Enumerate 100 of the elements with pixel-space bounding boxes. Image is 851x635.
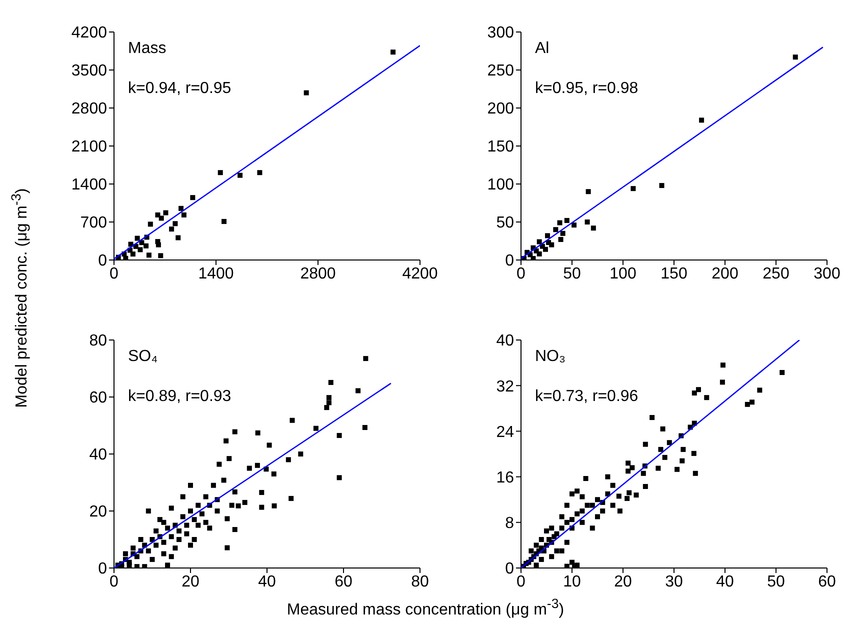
point [134,236,140,241]
x-tick-label: 20 [182,573,200,590]
point [558,236,564,242]
x-tick-label: 100 [610,265,636,282]
y-tick-label: 2800 [71,100,108,118]
y-tick-label: 300 [487,24,514,42]
annotation: Mass [128,40,166,58]
x-tick-label: 10 [563,573,581,590]
x-tick-label: 50 [563,265,581,282]
annotation: NO₃ [535,348,566,366]
x-tick-label: 1400 [198,265,234,282]
point [792,54,798,60]
annotation: k=0.94, r=0.95 [128,80,232,98]
y-tick-label: 200 [487,100,514,118]
annotation: k=0.73, r=0.96 [535,388,638,406]
y-tick-label: 0 [505,560,514,578]
x-tick-label: 40 [258,573,276,590]
point [222,218,227,224]
x-tick-label: 0 [516,265,526,282]
point [148,222,153,227]
x-tick-label: 80 [411,573,429,590]
point [130,252,136,257]
y-tick-label: 250 [487,62,514,80]
point [572,222,577,228]
point [590,226,596,231]
y-tick-label: 700 [80,214,108,232]
point [257,170,262,176]
x-tick-label: 60 [334,573,352,590]
point [304,90,309,96]
point [536,239,542,244]
point [586,189,591,194]
x-tick-label: 200 [712,265,738,282]
y-tick-label: 20 [89,504,108,521]
y-tick-label: 150 [487,138,514,156]
point [545,233,550,238]
annotation: k=0.89, r=0.93 [128,388,232,406]
point [169,226,174,232]
point [659,183,664,188]
x-tick-label: 40 [716,573,734,590]
y-tick-label: 0 [505,252,514,270]
x-tick-label: 2800 [300,265,336,282]
point [584,220,590,224]
point [176,235,181,240]
y-tick-label: 3500 [71,62,108,80]
point [158,253,164,258]
point [699,118,704,123]
x-tick-label: 150 [660,265,688,282]
annotation: k=0.95, r=0.98 [535,80,638,98]
x-tick-label: 60 [818,573,836,590]
y-tick-label: 40 [496,332,514,350]
x-tick-label: 250 [762,265,790,282]
y-tick-label: 1400 [71,176,108,194]
point [172,221,178,226]
point [542,246,548,252]
y-tick-label: 0 [98,252,108,270]
y-tick-label: 16 [496,469,514,486]
point [181,212,186,218]
point [155,212,160,218]
x-tick-label: 0 [110,265,119,282]
point [536,251,542,256]
point [178,206,184,211]
point [238,172,243,178]
y-tick-label: 8 [505,515,514,532]
y-tick-label: 4200 [71,24,108,42]
point [138,247,143,252]
annotation: SO₄ [128,348,158,366]
point [630,186,636,192]
point [390,50,396,55]
x-tick-label: 0 [110,573,119,590]
point [190,195,196,200]
point [158,216,164,221]
y-tick-label: 24 [496,424,514,441]
point [218,170,223,176]
point [530,256,536,260]
point [163,210,168,216]
point [549,242,554,248]
y-tick-label: 60 [89,390,108,407]
x-tick-label: 300 [814,265,840,282]
point [146,252,152,258]
annotation: Al [535,40,550,58]
point [123,256,128,260]
point [144,243,149,248]
point [560,230,566,236]
point [156,242,161,248]
x-axis-title: Measured mass concentration (μg m$^{-3}$) [286,596,566,620]
y-tick-label: 100 [487,176,514,194]
point [564,218,570,223]
x-tick-label: 30 [665,573,683,590]
x-tick-label: 4200 [402,265,438,282]
y-tick-label: 32 [496,378,514,396]
y-tick-label: 2100 [71,138,108,156]
y-tick-label: 0 [98,560,108,578]
y-tick-label: 80 [89,332,108,350]
point [557,220,562,226]
y-tick-label: 50 [496,214,514,232]
x-tick-label: 50 [767,573,785,590]
x-tick-label: 20 [614,573,632,590]
y-tick-label: 40 [89,446,108,464]
x-tick-label: 0 [516,573,526,590]
point [553,227,558,232]
